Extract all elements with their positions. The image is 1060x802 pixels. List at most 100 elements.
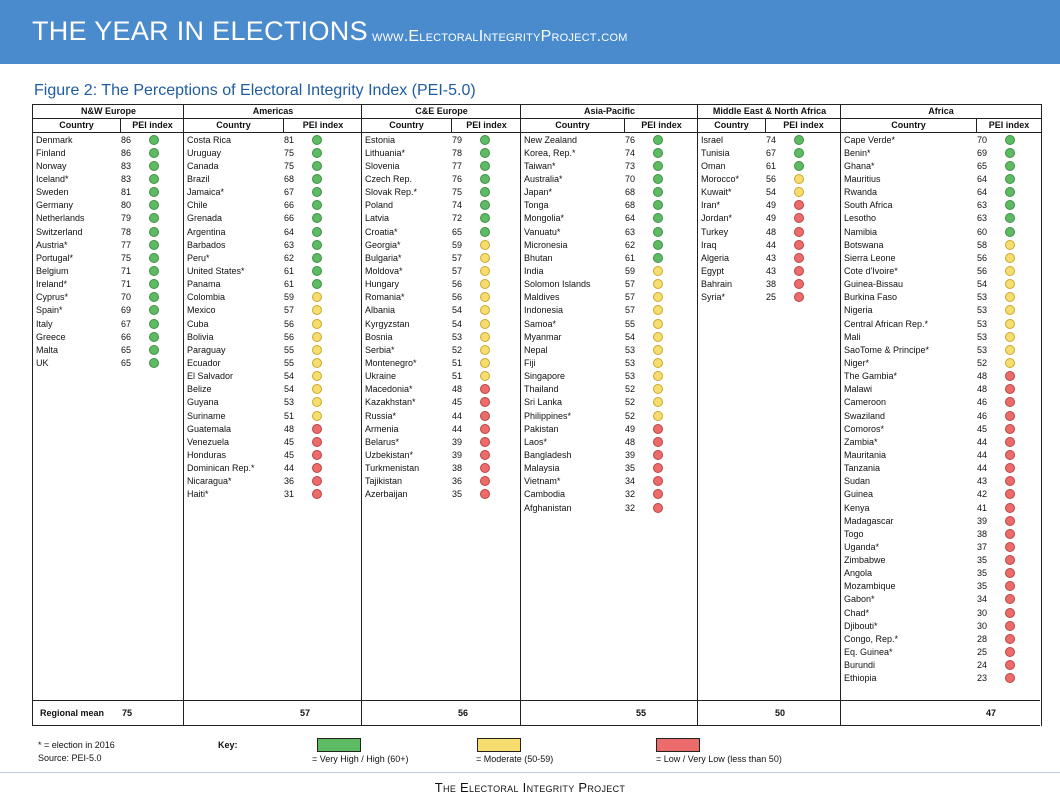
table-row: Italy 67 (33, 317, 184, 330)
table-row: Zambia* 44 (841, 435, 1041, 448)
pei-value: 74 (625, 147, 636, 158)
rating-dot-icon (1005, 647, 1015, 658)
table-row: Tanzania 44 (841, 462, 1041, 475)
pei-value: 79 (452, 134, 463, 145)
country-name: Sudan (844, 476, 871, 487)
rating-dot-icon (480, 357, 490, 368)
country-name: Swaziland (844, 410, 886, 421)
pei-value: 66 (121, 331, 132, 342)
pei-value: 81 (121, 187, 132, 198)
table-row: Australia* 70 (521, 172, 698, 185)
pei-value: 63 (977, 213, 988, 224)
region-header: Middle East & North Africa (698, 104, 841, 119)
rating-dot-icon (653, 226, 663, 237)
region-c-e-europe: C&E Europe Country PEI index Estonia 79 Lithu… (361, 104, 521, 726)
country-name: Bangladesh (524, 449, 572, 460)
country-name: New Zealand (524, 134, 578, 145)
country-name: Tanzania (844, 463, 881, 474)
rating-dot-icon (653, 134, 663, 145)
rating-dot-icon (480, 239, 490, 250)
rating-dot-icon (1005, 292, 1015, 303)
country-name: Panama (187, 279, 221, 290)
rating-dot-icon (653, 173, 663, 184)
rating-dot-icon (312, 252, 322, 263)
pei-value: 67 (284, 187, 295, 198)
table-row: Iceland* 83 (33, 172, 184, 185)
country-name: Fiji (524, 357, 536, 368)
table-row: Thailand 52 (521, 383, 698, 396)
table-row: Japan* 68 (521, 186, 698, 199)
pei-value: 61 (284, 265, 295, 276)
pei-value: 43 (766, 252, 777, 263)
regional-mean-value: 75 (122, 708, 133, 718)
pei-value: 63 (625, 226, 636, 237)
table-row: Colombia 59 (184, 291, 362, 304)
table-row: Vanuatu* 63 (521, 225, 698, 238)
pei-value: 30 (977, 620, 988, 631)
country-name: Algeria (701, 252, 730, 263)
rating-dot-icon (653, 423, 663, 434)
rating-dot-icon (312, 318, 322, 329)
pei-value: 54 (766, 187, 777, 198)
pei-value: 49 (766, 213, 777, 224)
rating-dot-icon (1005, 449, 1015, 460)
country-name: Honduras (187, 449, 227, 460)
pei-value: 69 (977, 147, 988, 158)
rating-dot-icon (1005, 239, 1015, 250)
country-name: Russia* (365, 410, 397, 421)
pei-value: 53 (977, 331, 988, 342)
region-header: Asia-Pacific (521, 104, 698, 119)
country-name: Burundi (844, 660, 876, 671)
pei-value: 62 (284, 252, 295, 263)
country-name: Kenya (844, 502, 870, 513)
rating-dot-icon (653, 436, 663, 447)
table-row: Azerbaijan 35 (362, 488, 521, 501)
pei-value: 52 (625, 410, 636, 421)
table-row: Switzerland 78 (33, 225, 184, 238)
country-name: Mauritius (844, 173, 881, 184)
website-link[interactable]: www.ElectoralIntegrityProject.com (372, 28, 628, 45)
rating-dot-icon (312, 134, 322, 145)
pei-value: 25 (766, 292, 777, 303)
table-row: Vietnam* 34 (521, 475, 698, 488)
country-name: Belize (187, 384, 212, 395)
rating-dot-icon (653, 371, 663, 382)
country-name: Burkina Faso (844, 292, 898, 303)
column-header-row: Country PEI index (521, 119, 698, 133)
table-row: Sierra Leone 56 (841, 251, 1041, 264)
table-row: Cote d'Ivoire* 56 (841, 264, 1041, 277)
table-bottom-border (32, 725, 1040, 726)
table-row: Denmark 86 (33, 133, 184, 146)
table-row: Morocco* 56 (698, 172, 841, 185)
table-row: Namibia 60 (841, 225, 1041, 238)
table-row: Uruguay 75 (184, 146, 362, 159)
rating-dot-icon (653, 160, 663, 171)
country-name: Jamaica* (187, 187, 225, 198)
pei-value: 56 (977, 265, 988, 276)
country-name: Bhutan (524, 252, 553, 263)
region-header: Americas (184, 104, 362, 119)
pei-value: 83 (121, 173, 132, 184)
pei-value: 72 (452, 213, 463, 224)
rating-dot-icon (149, 357, 159, 368)
table-row: Slovenia 77 (362, 159, 521, 172)
table-row: Cameroon 46 (841, 396, 1041, 409)
country-name: Vanuatu* (524, 226, 561, 237)
rating-dot-icon (312, 410, 322, 421)
pei-value: 43 (766, 265, 777, 276)
country-name: Laos* (524, 436, 548, 447)
rating-dot-icon (1005, 134, 1015, 145)
rating-dot-icon (653, 239, 663, 250)
table-row: Tajikistan 36 (362, 475, 521, 488)
country-name: Greece (36, 331, 66, 342)
pei-value: 68 (284, 173, 295, 184)
country-name: Lithuania* (365, 147, 406, 158)
table-row: Ethiopia 23 (841, 672, 1041, 685)
table-row: Tunisia 67 (698, 146, 841, 159)
country-name: Uganda* (844, 541, 880, 552)
rating-dot-icon (1005, 344, 1015, 355)
pei-value: 48 (452, 384, 463, 395)
rating-dot-icon (653, 344, 663, 355)
rating-dot-icon (1005, 594, 1015, 605)
pei-value: 56 (766, 173, 777, 184)
